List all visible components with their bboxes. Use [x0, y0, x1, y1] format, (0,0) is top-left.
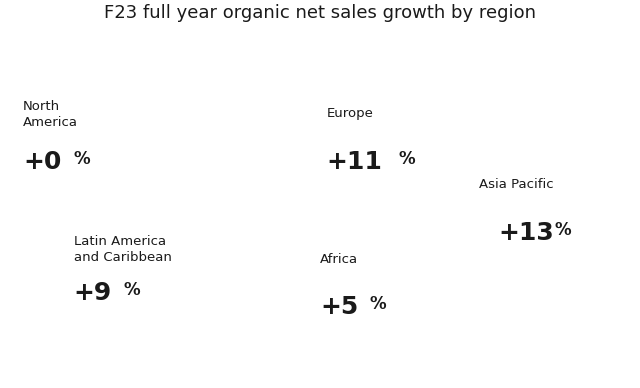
Text: %: % [124, 281, 140, 299]
Text: %: % [370, 295, 387, 313]
Text: Latin America
and Caribbean: Latin America and Caribbean [74, 235, 172, 264]
Text: Asia Pacific: Asia Pacific [479, 178, 554, 191]
Text: +13: +13 [498, 221, 554, 245]
Text: +11: +11 [326, 150, 382, 174]
Text: North
America: North America [23, 100, 78, 129]
Text: Europe: Europe [326, 107, 373, 120]
Text: +5: +5 [320, 295, 358, 319]
Text: %: % [555, 221, 572, 239]
Title: F23 full year organic net sales growth by region: F23 full year organic net sales growth b… [104, 4, 536, 22]
Text: %: % [399, 150, 415, 168]
Text: %: % [73, 150, 90, 168]
Text: +9: +9 [74, 281, 112, 305]
Text: +0: +0 [23, 150, 61, 174]
Text: Africa: Africa [320, 253, 358, 266]
